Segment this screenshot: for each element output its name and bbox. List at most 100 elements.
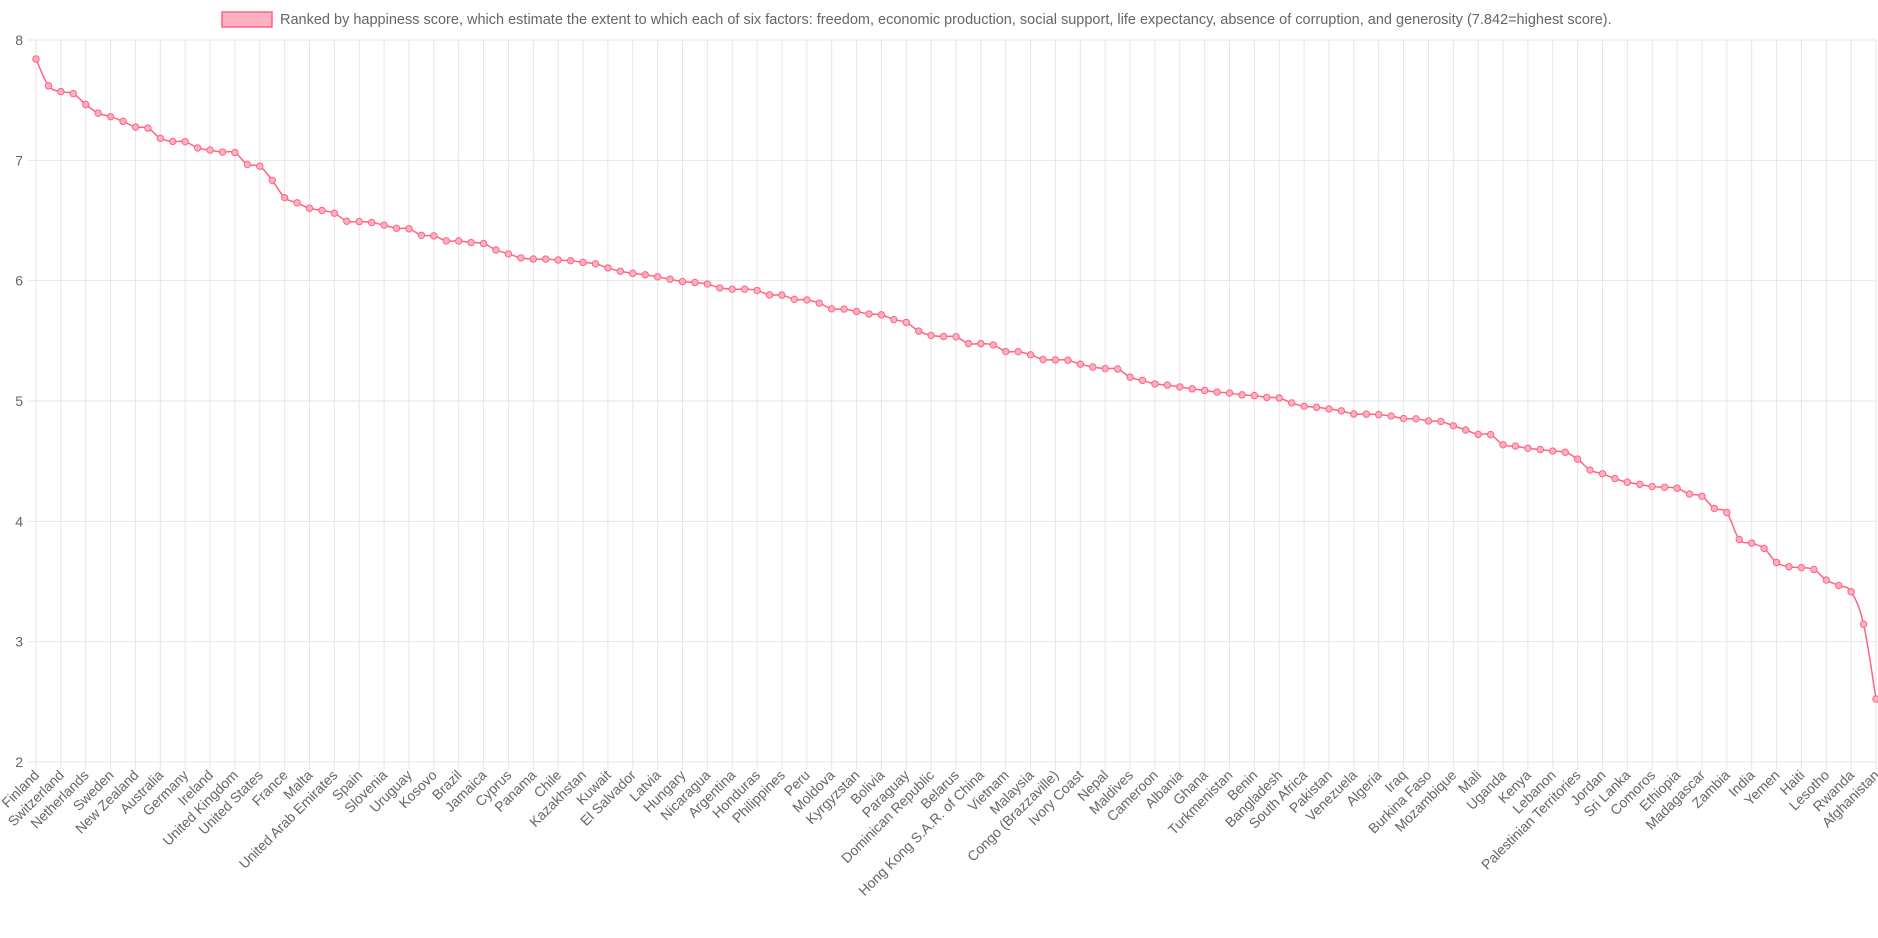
data-point[interactable] [1499, 441, 1507, 449]
data-point[interactable] [1014, 347, 1022, 356]
data-point[interactable] [330, 209, 339, 217]
data-point[interactable] [430, 232, 438, 240]
data-point[interactable] [1723, 508, 1731, 517]
data-point[interactable] [1772, 558, 1781, 567]
data-point[interactable] [653, 273, 662, 281]
data-point[interactable] [678, 277, 687, 286]
data-point[interactable] [1437, 417, 1445, 426]
data-point[interactable] [591, 260, 600, 268]
data-point[interactable] [1872, 695, 1878, 703]
data-point[interactable] [915, 327, 923, 335]
data-point[interactable] [57, 87, 65, 96]
data-point[interactable] [256, 162, 264, 170]
data-point[interactable] [293, 199, 301, 207]
data-point[interactable] [977, 339, 985, 348]
data-point[interactable] [1822, 576, 1830, 584]
data-point[interactable] [1524, 444, 1532, 452]
data-point[interactable] [964, 339, 973, 348]
data-point[interactable] [1113, 365, 1122, 373]
data-point[interactable] [852, 307, 861, 316]
data-points[interactable] [32, 55, 1878, 703]
data-point[interactable] [69, 89, 78, 98]
data-point[interactable] [1859, 620, 1868, 628]
data-point[interactable] [479, 239, 488, 248]
data-point[interactable] [1026, 351, 1035, 359]
data-point[interactable] [1101, 364, 1109, 373]
data-point[interactable] [778, 291, 786, 299]
data-point[interactable] [504, 250, 513, 258]
data-point[interactable] [1536, 445, 1545, 454]
data-point[interactable] [193, 144, 202, 152]
data-point[interactable] [840, 305, 848, 313]
data-point[interactable] [815, 299, 823, 307]
data-point[interactable] [206, 146, 214, 154]
data-point[interactable] [765, 291, 774, 299]
data-point[interactable] [318, 206, 326, 215]
data-point[interactable] [1474, 430, 1482, 439]
data-point[interactable] [106, 112, 115, 121]
data-point[interactable] [927, 331, 935, 340]
data-point[interactable] [1151, 380, 1159, 388]
data-point[interactable] [1673, 484, 1681, 492]
data-point[interactable] [218, 148, 227, 156]
data-point[interactable] [1089, 363, 1097, 371]
data-point[interactable] [1362, 410, 1370, 418]
data-point[interactable] [1835, 581, 1843, 590]
data-point[interactable] [939, 332, 948, 341]
data-point[interactable] [1412, 415, 1420, 423]
data-point[interactable] [305, 204, 314, 212]
data-point[interactable] [181, 137, 189, 146]
data-point[interactable] [442, 237, 450, 245]
data-point[interactable] [691, 278, 699, 287]
data-point[interactable] [1586, 466, 1594, 474]
data-point[interactable] [542, 255, 550, 263]
data-point[interactable] [44, 82, 53, 90]
data-point[interactable] [902, 318, 910, 327]
data-point[interactable] [1598, 470, 1607, 478]
data-point[interactable] [1399, 414, 1408, 423]
data-point[interactable] [1051, 356, 1060, 364]
data-point[interactable] [343, 217, 351, 225]
data-point[interactable] [1225, 389, 1234, 397]
data-point[interactable] [1810, 565, 1818, 574]
data-point[interactable] [865, 310, 873, 318]
data-point[interactable] [666, 275, 674, 283]
data-point[interactable] [1287, 399, 1296, 407]
data-point[interactable] [1561, 448, 1569, 456]
data-point[interactable] [355, 217, 363, 226]
data-point[interactable] [566, 256, 575, 265]
data-point[interactable] [144, 124, 152, 132]
data-point[interactable] [1200, 386, 1209, 395]
data-point[interactable] [1511, 442, 1520, 450]
data-point[interactable] [268, 176, 276, 185]
data-point[interactable] [1263, 393, 1271, 402]
data-point[interactable] [1387, 412, 1395, 420]
data-point[interactable] [641, 271, 649, 279]
data-point[interactable] [1325, 405, 1333, 413]
data-point[interactable] [1549, 447, 1557, 455]
data-point[interactable] [119, 117, 127, 126]
data-point[interactable] [94, 109, 102, 117]
data-point[interactable] [1623, 478, 1632, 486]
data-point[interactable] [1797, 563, 1806, 572]
data-point[interactable] [1375, 410, 1383, 419]
data-point[interactable] [1188, 385, 1196, 393]
data-point[interactable] [790, 295, 799, 304]
data-point[interactable] [1573, 455, 1582, 463]
data-point[interactable] [1462, 426, 1470, 434]
data-point[interactable] [1039, 355, 1047, 364]
data-point[interactable] [1002, 347, 1010, 356]
data-point[interactable] [1611, 474, 1619, 483]
legend[interactable]: Ranked by happiness score, which estimat… [221, 11, 1612, 28]
data-point[interactable] [82, 100, 90, 109]
data-point[interactable] [989, 341, 997, 349]
data-point[interactable] [156, 134, 165, 143]
data-point[interactable] [1300, 402, 1308, 410]
data-point[interactable] [1213, 388, 1221, 396]
data-point[interactable] [1449, 422, 1458, 430]
data-point[interactable] [827, 305, 836, 313]
data-point[interactable] [1163, 381, 1172, 389]
data-point[interactable] [1486, 430, 1495, 439]
data-point[interactable] [1275, 394, 1283, 402]
data-point[interactable] [405, 225, 413, 233]
